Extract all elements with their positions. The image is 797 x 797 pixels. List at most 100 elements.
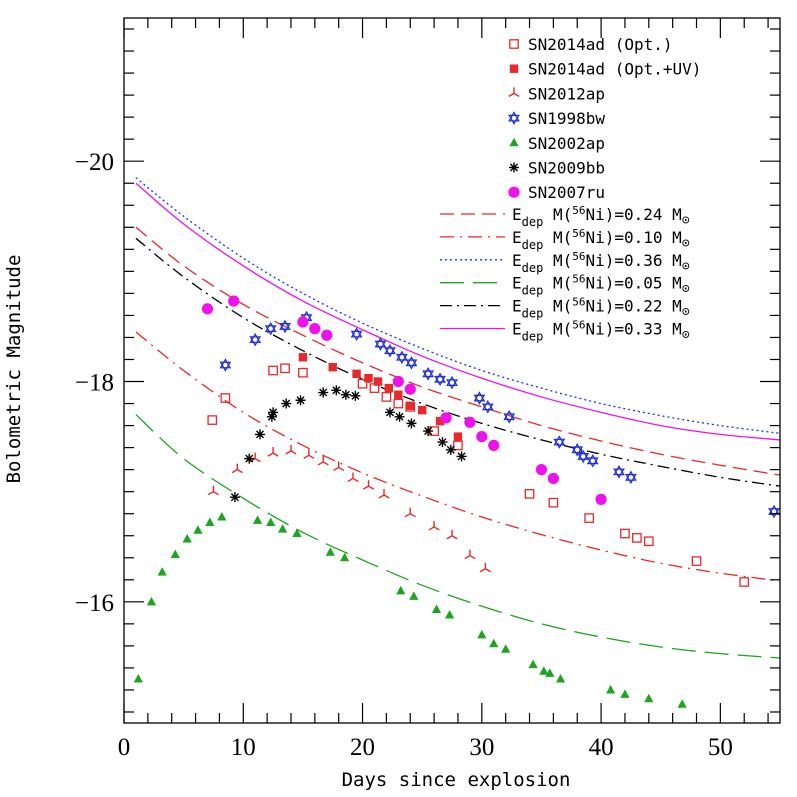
point-sn2014ad-opt xyxy=(381,392,392,402)
point-sn2002ap xyxy=(477,629,487,639)
point-sn2014ad-opt xyxy=(632,533,642,543)
series-sn2009bb xyxy=(229,385,467,503)
series-sn2007ru xyxy=(201,295,607,505)
point-sn1998bw xyxy=(396,350,408,365)
point-sn2014ad-opt xyxy=(691,556,702,566)
point-sn2007ru xyxy=(392,375,404,388)
model-curve-m-56ni-0-36 xyxy=(135,177,781,434)
point-sn1998bw xyxy=(625,470,637,485)
point-sn2002ap xyxy=(292,528,302,538)
point-sn2012ap xyxy=(378,488,390,499)
series-sn2002ap xyxy=(133,512,687,708)
point-sn2009bb xyxy=(350,390,361,401)
model-curve-m-56ni-0-24 xyxy=(135,226,781,476)
point-sn1998bw xyxy=(374,337,387,351)
x-tick-label: 30 xyxy=(469,734,494,761)
point-sn2007ru xyxy=(464,416,476,428)
axes: 0 10 20 30 40 50 −16 −18 −20 xyxy=(75,17,781,761)
point-sn2009bb xyxy=(331,385,342,396)
point-sn1998bw xyxy=(586,454,599,468)
point-sn2002ap xyxy=(182,534,192,543)
point-sn2012ap xyxy=(404,507,416,518)
point-sn2014ad-opt xyxy=(643,536,654,547)
point-sn2002ap xyxy=(489,638,499,648)
point-sn2007ru xyxy=(309,323,321,335)
point-sn1998bw xyxy=(446,375,458,390)
point-sn1998bw xyxy=(613,465,625,479)
point-sn2009bb xyxy=(384,407,395,418)
y-tick-label: −20 xyxy=(75,149,114,176)
point-sn2002ap xyxy=(396,585,406,595)
point-sn2009bb xyxy=(295,395,306,406)
point-sn2002ap xyxy=(340,552,350,562)
point-sn2009bb xyxy=(281,398,292,409)
point-sn2007ru xyxy=(535,464,548,476)
point-sn2012ap xyxy=(464,549,476,560)
point-sn2002ap xyxy=(545,668,555,677)
model-curve-m-56ni-0-22 xyxy=(135,237,781,487)
point-sn2002ap xyxy=(170,549,180,558)
point-sn2014ad-opt xyxy=(207,415,218,425)
legend-label-m-56ni-0-05: Edep M(56Ni)=0.05 M⊙ xyxy=(512,273,690,298)
point-sn2002ap xyxy=(278,524,288,533)
point-sn2002ap xyxy=(644,693,654,703)
model-curve-m-56ni-0-05 xyxy=(135,414,781,659)
point-sn2012ap xyxy=(231,463,243,474)
point-sn2014ad-opt xyxy=(220,393,231,403)
point-sn2002ap xyxy=(501,644,511,653)
point-sn1998bw xyxy=(434,372,446,387)
point-sn2007ru xyxy=(440,412,452,424)
point-sn2009bb xyxy=(244,453,255,464)
legend: SN2014ad (Opt.) SN2014ad (Opt.+UV) SN2012a… xyxy=(440,35,701,344)
legend-label-sn2007ru: SN2007ru xyxy=(528,183,605,202)
point-sn2002ap xyxy=(431,604,442,614)
point-sn2007ru xyxy=(297,316,309,328)
point-sn2007ru xyxy=(595,493,607,505)
point-sn2014ad-opt xyxy=(584,513,595,523)
point-sn2014ad-opt-uv xyxy=(453,432,463,441)
point-sn2009bb xyxy=(268,407,279,418)
point-sn2014ad-opt-uv xyxy=(384,383,393,393)
legend-label-m-56ni-0-22: Edep M(56Ni)=0.22 M⊙ xyxy=(512,296,690,321)
legend-marker-sn2009bb xyxy=(509,162,519,173)
point-sn2014ad-opt xyxy=(453,440,463,451)
point-sn2014ad-opt xyxy=(548,497,559,508)
point-sn2012ap xyxy=(333,461,345,472)
point-sn2014ad-opt xyxy=(298,367,308,378)
point-sn2014ad-opt xyxy=(620,528,630,539)
point-sn2002ap xyxy=(325,547,335,556)
legend-label-m-56ni-0-10: Edep M(56Ni)=0.10 M⊙ xyxy=(512,227,690,252)
point-sn2014ad-opt-uv xyxy=(406,401,415,410)
point-sn1998bw xyxy=(503,409,516,424)
point-sn2014ad-opt xyxy=(393,398,404,409)
point-sn2009bb xyxy=(423,426,434,437)
point-sn2012ap xyxy=(479,562,491,573)
legend-label-sn1998bw: SN1998bw xyxy=(528,109,605,128)
point-sn2009bb xyxy=(406,418,417,429)
x-tick-label: 50 xyxy=(708,734,733,761)
point-sn1998bw xyxy=(350,327,363,341)
point-sn2009bb xyxy=(394,411,405,422)
x-tick-label: 20 xyxy=(350,734,375,761)
legend-marker-sn2012ap xyxy=(508,87,520,98)
point-sn2009bb xyxy=(456,451,467,462)
point-sn2007ru xyxy=(404,383,416,395)
point-sn2014ad-opt-uv xyxy=(298,353,308,362)
x-tick-label: 40 xyxy=(589,734,614,761)
point-sn1998bw xyxy=(384,343,396,358)
series-sn1998bw xyxy=(219,310,780,519)
y-tick-label: −18 xyxy=(75,370,114,397)
point-sn2002ap xyxy=(539,666,549,675)
point-sn2009bb xyxy=(340,389,351,400)
point-sn2014ad-opt xyxy=(280,363,290,374)
point-sn2009bb xyxy=(266,411,277,422)
point-sn2009bb xyxy=(254,429,265,440)
point-sn2012ap xyxy=(428,520,440,531)
series-sn2012ap xyxy=(207,444,491,573)
point-sn2002ap xyxy=(193,525,203,534)
point-sn1998bw xyxy=(571,443,584,457)
point-sn2007ru xyxy=(201,303,214,315)
point-sn1998bw xyxy=(577,449,590,464)
legend-label-m-56ni-0-24: Edep M(56Ni)=0.24 M⊙ xyxy=(512,204,690,229)
